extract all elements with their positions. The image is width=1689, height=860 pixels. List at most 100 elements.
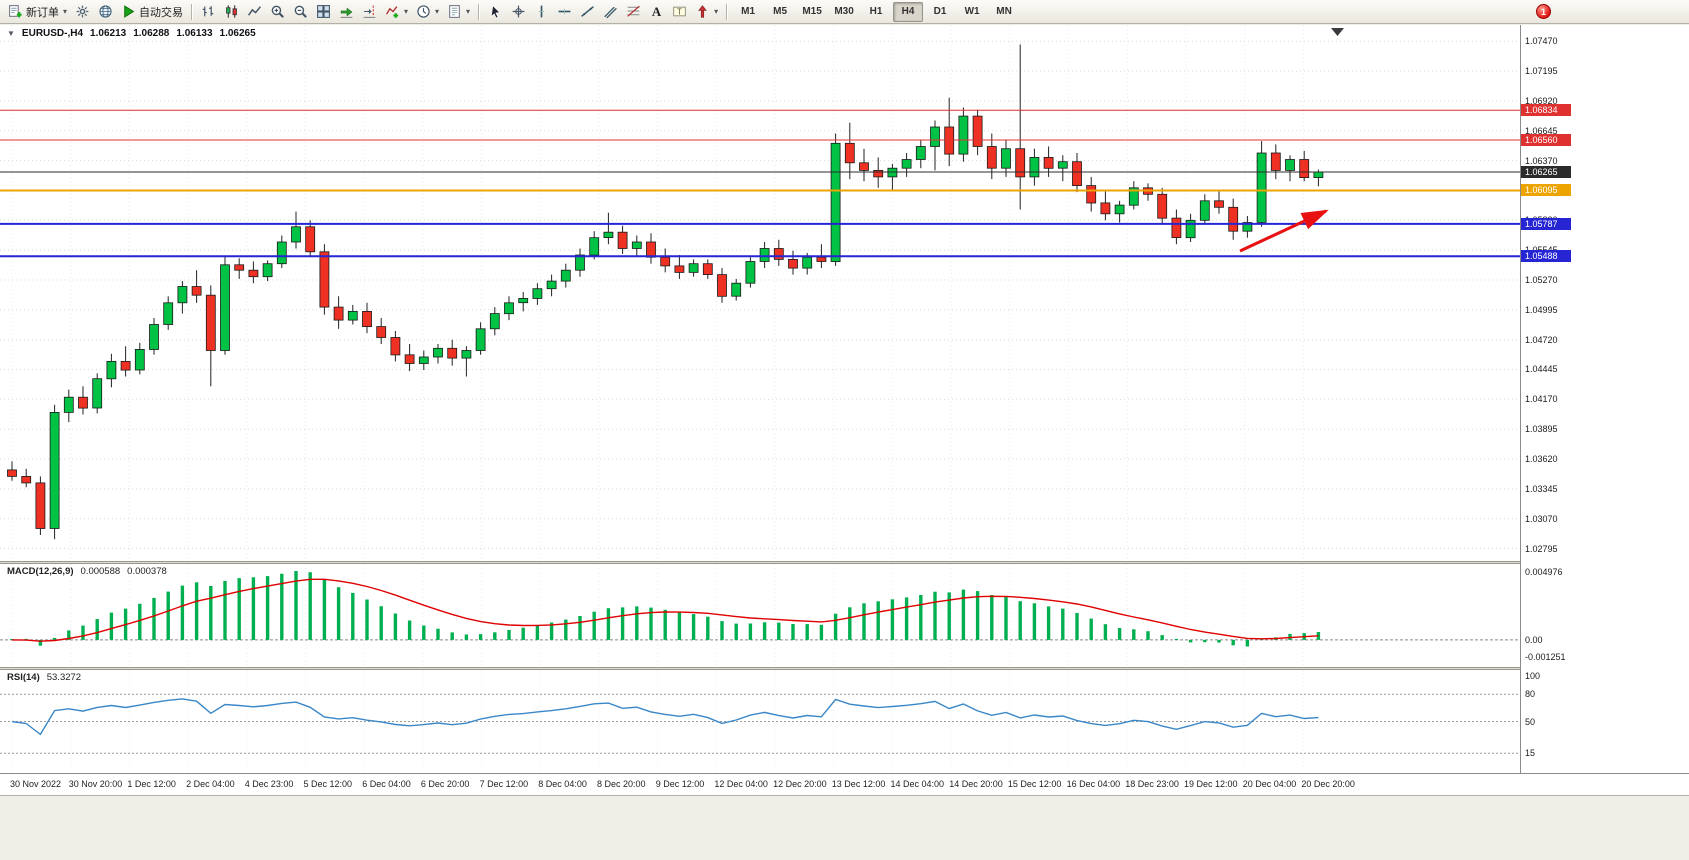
toolbar-tile-windows-button[interactable] <box>312 1 335 23</box>
price-tag-1.05488: 1.05488 <box>1521 250 1571 262</box>
bear-candle <box>78 396 88 409</box>
price-axis-label: 1.03345 <box>1525 484 1558 494</box>
toolbar-indicators-button[interactable]: ▾ <box>381 1 412 23</box>
bear-candle <box>191 286 202 296</box>
bull-candle <box>106 360 117 380</box>
periods-caret-icon[interactable]: ▾ <box>435 7 440 16</box>
arrows-caret-icon[interactable]: ▾ <box>714 7 719 16</box>
toolbar-auto-scroll-button[interactable] <box>335 1 358 23</box>
price-axis-label: 1.04720 <box>1525 335 1558 345</box>
toolbar-trendline-button[interactable] <box>576 1 599 23</box>
pane-separator-macd[interactable] <box>0 561 1689 564</box>
time-axis-label: 5 Dec 12:00 <box>303 779 353 789</box>
toolbar-new-order-button[interactable]: 新订单 ▾ <box>4 1 71 23</box>
timeframe-m1-button[interactable]: M1 <box>741 6 756 17</box>
toolbar-metaeditor-button[interactable] <box>71 1 94 23</box>
bull-candle <box>915 146 926 160</box>
bull-candle <box>418 356 429 364</box>
bull-candle <box>958 115 969 155</box>
templates-caret-icon[interactable]: ▾ <box>466 7 471 16</box>
new-order-caret-icon[interactable]: ▾ <box>63 7 68 16</box>
macd-signal-line <box>11 578 1319 642</box>
bull-candle <box>163 302 174 325</box>
timeframe-mn-button[interactable]: MN <box>996 6 1012 17</box>
toolbar-cursor-button[interactable] <box>484 1 507 23</box>
toolbar-mql5-button[interactable] <box>94 1 117 23</box>
toolbar-horizontal-line-button[interactable] <box>553 1 576 23</box>
toolbar-crosshair-button[interactable] <box>507 1 530 23</box>
toolbar-bar-chart-button[interactable] <box>197 1 220 23</box>
candle-chart-icon <box>224 4 239 19</box>
bear-candle <box>7 469 17 477</box>
toolbar-candle-chart-button[interactable] <box>220 1 243 23</box>
indicators-caret-icon[interactable]: ▾ <box>404 7 409 16</box>
bull-candle <box>220 264 230 351</box>
rsi-pane-canvas[interactable] <box>0 670 1520 773</box>
rsi-label: RSI(14) 53.3272 <box>7 672 81 683</box>
macd-pane-canvas[interactable] <box>0 564 1520 667</box>
horizontal-line-objects <box>0 109 1520 258</box>
bear-candle <box>674 265 685 273</box>
macd-name: MACD(12,26,9) <box>7 566 74 577</box>
toolbar-zoom-out-button[interactable] <box>289 1 312 23</box>
timeframe-m30-button[interactable]: M30 <box>834 6 854 17</box>
toolbar-line-chart-button[interactable] <box>243 1 266 23</box>
toolbar-periods-button[interactable]: ▾ <box>412 1 443 23</box>
timeframe-w1-button[interactable]: W1 <box>964 6 980 17</box>
macd-signal-value: 0.000378 <box>127 566 167 577</box>
time-axis-label: 8 Dec 04:00 <box>538 779 587 789</box>
bull-candle <box>461 350 472 359</box>
price-axis-label: 1.06645 <box>1525 126 1558 136</box>
toolbar-vertical-line-button[interactable] <box>530 1 553 23</box>
new-order-icon <box>8 4 23 19</box>
toolbar-autotrading-button[interactable]: 自动交易 <box>117 1 187 23</box>
close-value: 1.06265 <box>219 28 256 39</box>
price-tag-1.06095: 1.06095 <box>1521 184 1571 196</box>
toolbar-text-button[interactable]: A <box>645 1 668 23</box>
bear-candle <box>234 264 245 271</box>
time-axis[interactable]: 30 Nov 2022 30 Nov 20:00 1 Dec 12:00 2 Dec … <box>0 773 1689 795</box>
toolbar-templates-button[interactable]: ▾ <box>443 1 474 23</box>
timeframe-d1-button[interactable]: D1 <box>933 6 947 17</box>
toolbar-fibonacci-button[interactable] <box>622 1 645 23</box>
bear-candle <box>35 482 46 529</box>
price-axis-label: 1.07195 <box>1525 66 1558 76</box>
annotation-arrow[interactable] <box>1239 209 1329 253</box>
price-chart-canvas[interactable] <box>0 25 1520 561</box>
notification-badge[interactable]: 1 <box>1536 4 1551 19</box>
pane-separator-rsi[interactable] <box>0 667 1689 670</box>
timeframe-h1-button[interactable]: H1 <box>869 6 883 17</box>
bull-candle <box>433 347 443 358</box>
current-price-tag: 1.06265 <box>1521 166 1571 178</box>
arrows-icon <box>695 4 710 19</box>
toolbar-channel-button[interactable] <box>599 1 622 23</box>
bull-candle <box>63 396 74 413</box>
toolbar-arrows-button[interactable]: ▾ <box>691 1 722 23</box>
bull-candle <box>1313 171 1324 178</box>
toolbar-zoom-in-button[interactable] <box>266 1 289 23</box>
ohlc-header: ▼ EURUSD-,H4 1.06213 1.06288 1.06133 1.0… <box>7 28 256 39</box>
price-axis-label: 1.04170 <box>1525 394 1558 404</box>
text-label-icon: T <box>672 4 687 19</box>
bull-candle <box>1199 200 1210 221</box>
toolbar-text-label-button[interactable]: T <box>668 1 691 23</box>
time-axis-label: 30 Nov 2022 <box>10 779 62 789</box>
rsi-axis-label: 15 <box>1525 748 1536 758</box>
scroll-end-marker <box>1331 28 1344 36</box>
svg-text:T: T <box>677 7 682 16</box>
price-grid <box>0 25 1520 561</box>
one-click-trading-toggle[interactable]: ▼ <box>7 29 15 38</box>
bull-candle <box>603 231 614 238</box>
bear-candle <box>1157 193 1168 219</box>
timeframe-h4-button[interactable]: H4 <box>893 1 924 22</box>
price-axis[interactable]: 1.07470 1.07195 1.06920 1.06645 1.06370 1.060… <box>1520 25 1689 795</box>
timeframe-m15-button[interactable]: M15 <box>802 6 822 17</box>
toolbar-chart-shift-button[interactable] <box>358 1 381 23</box>
chart-window[interactable]: ▼ EURUSD-,H4 1.06213 1.06288 1.06133 1.0… <box>0 25 1689 860</box>
timeframe-m5-button[interactable]: M5 <box>773 6 788 17</box>
time-axis-label: 9 Dec 12:00 <box>655 779 705 789</box>
bull-candle <box>134 348 145 371</box>
time-axis-label: 6 Dec 04:00 <box>362 779 411 789</box>
bear-candle <box>1072 161 1082 186</box>
symbol-period-label: EURUSD-,H4 <box>21 28 84 39</box>
